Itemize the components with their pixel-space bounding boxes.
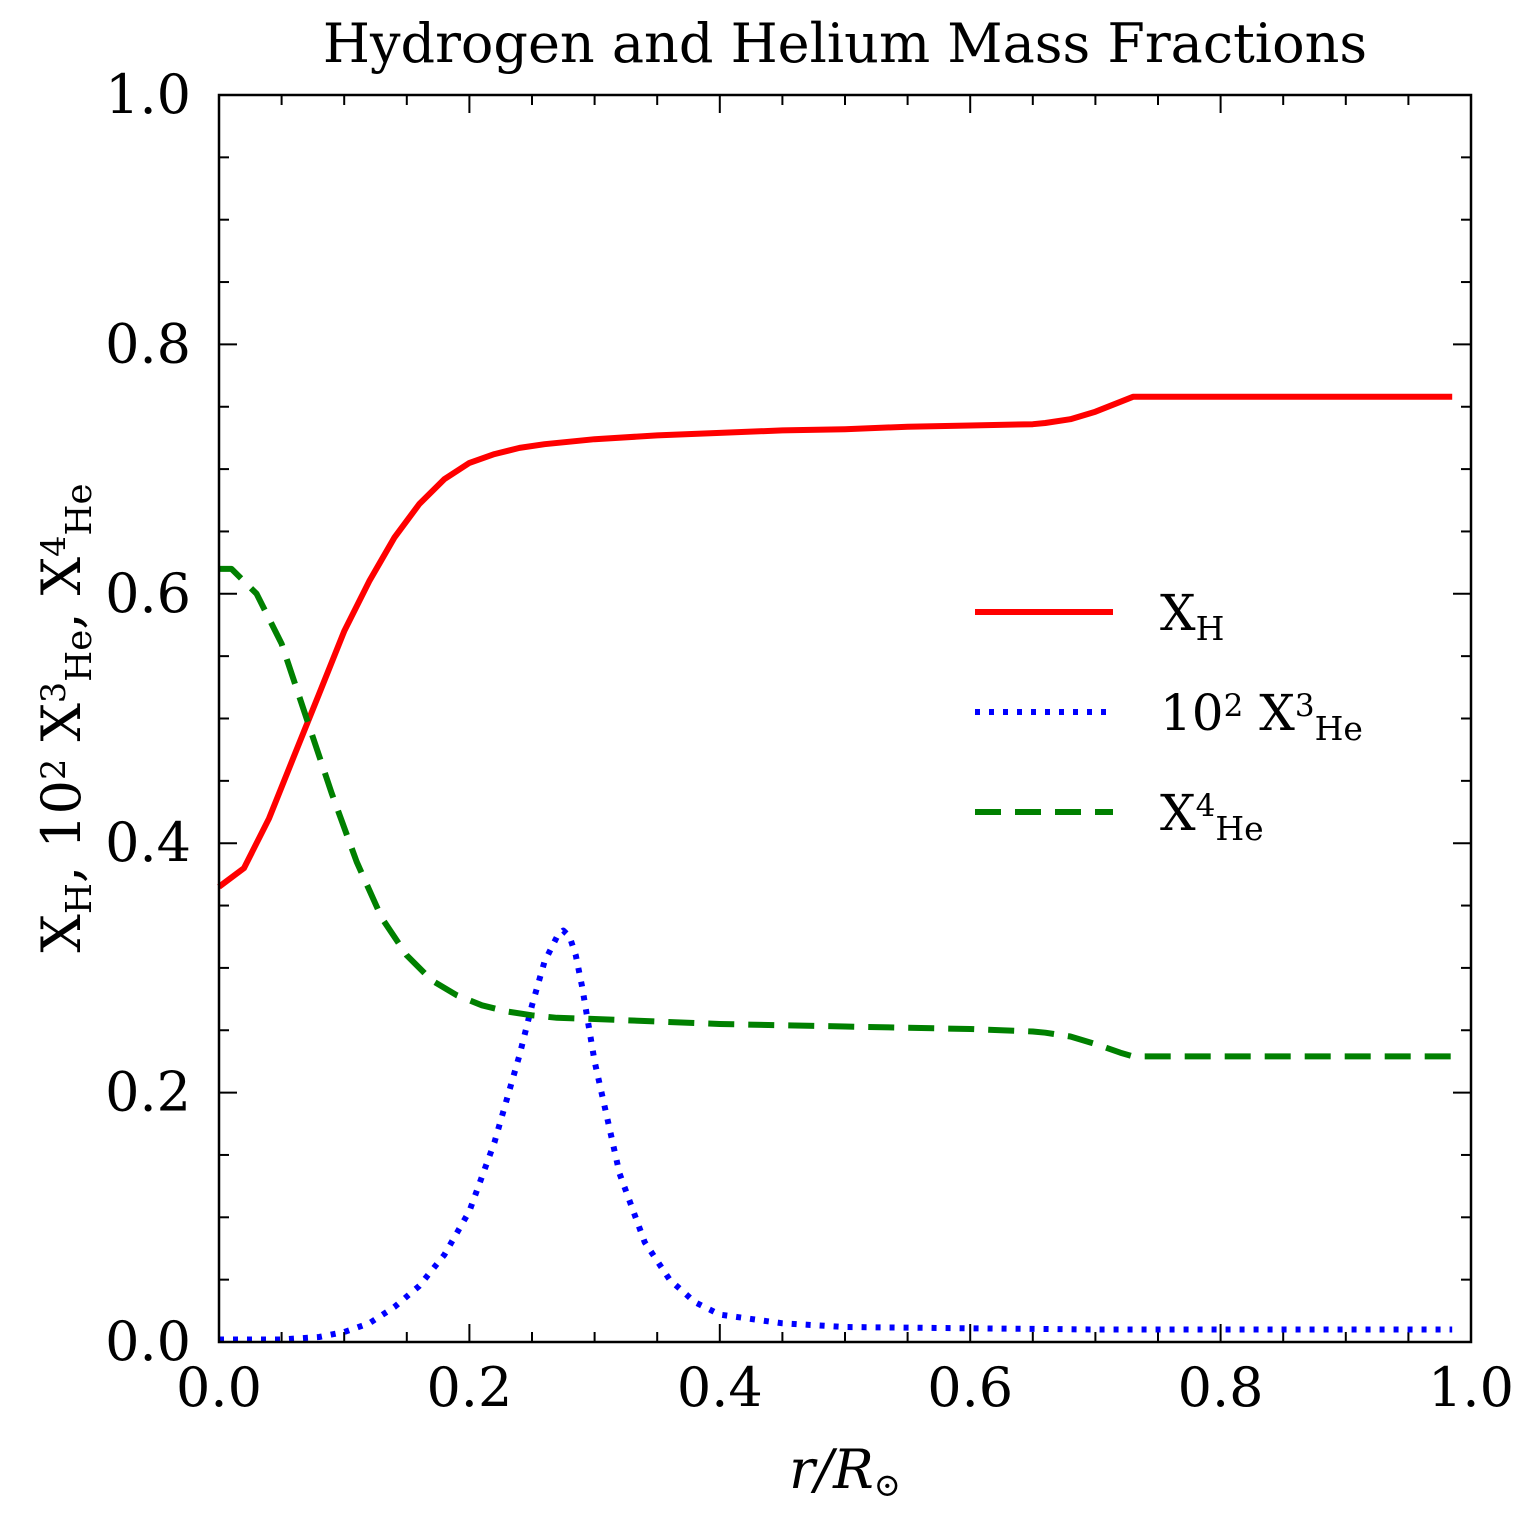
label-part: H bbox=[59, 883, 100, 914]
x-tick-label: 0.2 bbox=[426, 1356, 512, 1419]
x-tick-label: 0.6 bbox=[927, 1356, 1013, 1419]
label-part: 4 bbox=[1196, 788, 1216, 824]
y-tick-label: 0.6 bbox=[105, 562, 191, 625]
x-tick-label: 0.4 bbox=[677, 1356, 763, 1419]
label-part: 2 bbox=[34, 759, 73, 780]
axis-ticks: 0.0 0.2 0.4 0.6 0.8 1.0 0.0 0.2 0.4 0.6 0.8 1.0 bbox=[105, 63, 1514, 1419]
legend-label-x3he: 102 X3He bbox=[1160, 684, 1363, 748]
label-part: X bbox=[30, 914, 93, 953]
series-line-x4he bbox=[219, 565, 1453, 1060]
label-part: He bbox=[59, 483, 100, 535]
y-axis-label: XH, 102 X3He, X4He bbox=[30, 483, 100, 952]
y-tick-label: 0.0 bbox=[105, 1310, 191, 1373]
label-part: X bbox=[1160, 784, 1196, 842]
label-part: He bbox=[1215, 809, 1263, 848]
series-line-x3he bbox=[219, 927, 1453, 1343]
label-part: X bbox=[1243, 684, 1295, 742]
y-tick-label: 1.0 bbox=[105, 63, 191, 126]
x-tick-label: 1.0 bbox=[1428, 1356, 1514, 1419]
label-part: 2 bbox=[1224, 688, 1244, 724]
label-part: , X bbox=[30, 556, 93, 629]
x-tick-label: 0.8 bbox=[1178, 1356, 1264, 1419]
series-lines bbox=[217, 393, 1453, 1343]
x-axis-label: r/R⊙ bbox=[789, 1438, 901, 1504]
y-tick-label: 0.4 bbox=[105, 811, 191, 874]
label-part: 3 bbox=[34, 682, 73, 703]
series-line-xh bbox=[217, 393, 1453, 890]
legend-label-x4he: X4He bbox=[1160, 784, 1264, 848]
label-part: X bbox=[1160, 584, 1196, 642]
label-part: He bbox=[59, 630, 100, 682]
label-part: X bbox=[30, 703, 93, 759]
x-axis-label-main: r/R bbox=[789, 1438, 874, 1501]
chart-title: Hydrogen and Helium Mass Fractions bbox=[323, 12, 1367, 75]
label-part: 4 bbox=[34, 536, 73, 557]
y-tick-label: 0.2 bbox=[105, 1061, 191, 1124]
plot-frame bbox=[217, 93, 1473, 1344]
x-tick-label: 0.0 bbox=[176, 1356, 262, 1419]
label-part: H bbox=[1196, 609, 1225, 648]
label-part: , 10 bbox=[30, 780, 93, 883]
y-tick-label: 0.8 bbox=[105, 312, 191, 375]
legend-label-xh: XH bbox=[1160, 584, 1224, 648]
x-axis-label-sub: ⊙ bbox=[874, 1466, 901, 1504]
label-part: 10 bbox=[1160, 684, 1224, 742]
label-part: He bbox=[1315, 709, 1363, 748]
label-part: 3 bbox=[1295, 688, 1315, 724]
